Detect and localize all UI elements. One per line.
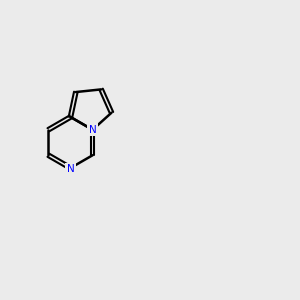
Text: N: N [89,125,97,135]
Text: N: N [67,164,74,175]
